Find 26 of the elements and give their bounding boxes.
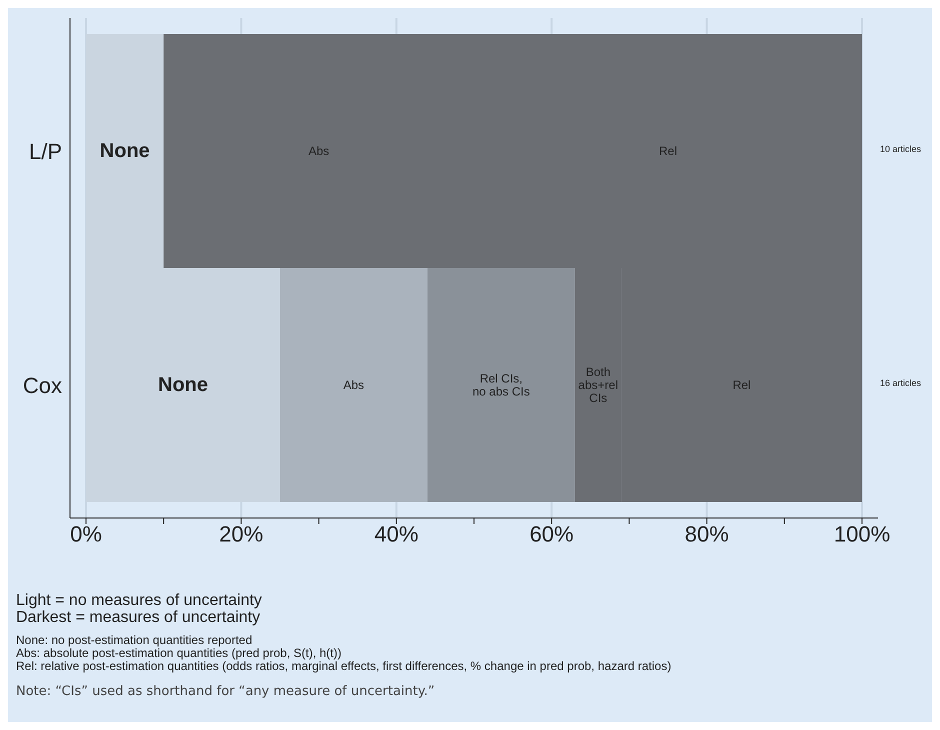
bar xyxy=(427,268,575,502)
text: Darkest = measures of uncertainty xyxy=(16,609,262,626)
series-label: None xyxy=(100,140,150,162)
x-tick-label: 40% xyxy=(374,522,418,547)
text: Note: “CIs” used as shorthand for “any measure of uncertainty.” xyxy=(16,684,436,699)
text: Abs: absolute post-estimation quantities (pred prob, S(t), h(t)) xyxy=(16,646,342,660)
text: None: no post-estimation quantities reported xyxy=(16,633,254,647)
bar xyxy=(280,268,428,502)
text: 10 articles xyxy=(880,144,922,154)
series-label: Both abs+rel CIs xyxy=(578,365,618,405)
x-tick-label: 0% xyxy=(70,522,102,547)
x-tick-label: 20% xyxy=(219,522,264,547)
series-label: Rel CIs, no abs CIs xyxy=(472,372,530,398)
text: Light = no measures of uncertainty xyxy=(16,592,263,609)
text: 16 articles xyxy=(880,378,922,388)
y-tick-label: L/P xyxy=(28,138,62,164)
x-tick-label: 80% xyxy=(684,522,729,547)
x-tick-label: 100% xyxy=(834,522,890,547)
text: Rel: relative post-estimation quantities (odds ratios, marginal effects, first differences, % change in pred prob, hazard ratios) xyxy=(16,659,672,673)
text: None xyxy=(158,374,208,396)
text: Abs xyxy=(308,144,330,158)
x-tick-label: 60% xyxy=(530,522,574,547)
series-label: Abs xyxy=(343,378,364,392)
y-tick-label: Cox xyxy=(22,372,62,398)
text: Rel xyxy=(732,378,751,392)
series-label: Rel xyxy=(658,144,678,158)
